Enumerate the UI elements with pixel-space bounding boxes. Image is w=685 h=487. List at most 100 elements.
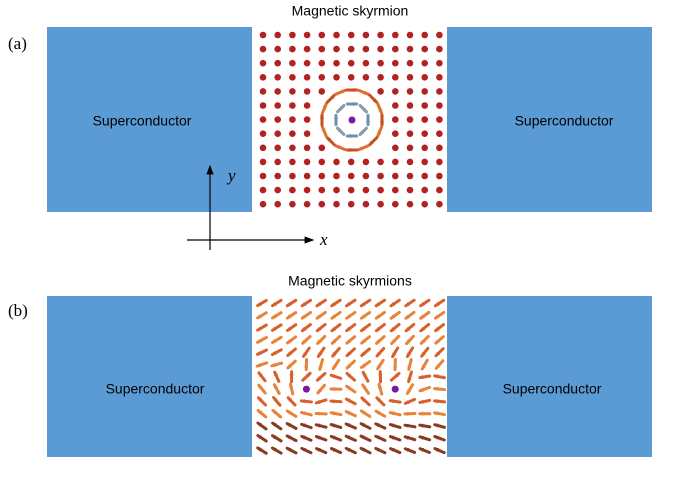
spin-dot	[260, 46, 267, 53]
spin-dot	[407, 102, 414, 109]
spin-dot	[421, 201, 428, 208]
spin-dot	[421, 74, 428, 81]
spin-dot	[377, 74, 384, 81]
spin-dot	[392, 46, 399, 53]
spin-dot	[333, 46, 340, 53]
spin-dot	[363, 74, 370, 81]
spin-dot	[319, 46, 326, 53]
block-label: Superconductor	[515, 113, 614, 129]
spin-dot	[363, 173, 370, 180]
spin-dot	[304, 46, 311, 53]
spin-dot	[392, 187, 399, 194]
spin-dot	[333, 74, 340, 81]
spin-lattice	[260, 32, 443, 208]
panel-title: Magnetic skyrmions	[288, 273, 412, 289]
spin-dot	[392, 74, 399, 81]
spin-dot	[274, 116, 281, 123]
spin-dot	[377, 187, 384, 194]
spin-dot	[377, 46, 384, 53]
spin-dot	[407, 88, 414, 95]
spin-dot	[260, 173, 267, 180]
spin-dot	[421, 173, 428, 180]
spin-dot	[304, 102, 311, 109]
spin-dot	[421, 116, 428, 123]
spin-dot	[348, 46, 355, 53]
spin-dot	[436, 130, 443, 137]
spin-dot	[319, 187, 326, 194]
skyrmion-core	[303, 386, 310, 393]
spin-dot	[260, 102, 267, 109]
panel-label: (b)	[8, 301, 28, 320]
spin-dot	[377, 32, 384, 39]
spin-dot	[436, 46, 443, 53]
spin-dot	[260, 74, 267, 81]
spin-dot	[407, 130, 414, 137]
spin-dot	[392, 116, 399, 123]
spin-dot	[421, 145, 428, 152]
spin-dot	[407, 46, 414, 53]
spin-dot	[289, 74, 296, 81]
spin-dot	[392, 60, 399, 67]
spin-dot	[407, 173, 414, 180]
spin-dot	[392, 130, 399, 137]
spin-dot	[289, 201, 296, 208]
spin-dot	[333, 201, 340, 208]
spin-dot	[407, 74, 414, 81]
spin-dot	[289, 187, 296, 194]
spin-dot	[333, 159, 340, 166]
spin-dot	[436, 88, 443, 95]
superconductor-block	[47, 296, 252, 457]
skyrmion-core	[349, 117, 356, 124]
spin-dot	[421, 102, 428, 109]
spin-dot	[348, 74, 355, 81]
spin-dot	[260, 116, 267, 123]
spin-dot	[392, 201, 399, 208]
spin-dot	[333, 32, 340, 39]
spin-dot	[260, 159, 267, 166]
spin-dot	[304, 173, 311, 180]
spin-dot	[319, 145, 326, 152]
spin-dot	[436, 60, 443, 67]
spin-dot	[421, 46, 428, 53]
spin-dot	[289, 130, 296, 137]
spin-dot	[392, 102, 399, 109]
spin-dot	[304, 201, 311, 208]
spin-dot	[377, 173, 384, 180]
panel-label: (a)	[8, 34, 27, 53]
spin-dot	[392, 173, 399, 180]
spin-dot	[304, 74, 311, 81]
spin-dot	[274, 145, 281, 152]
spin-dot	[407, 60, 414, 67]
spin-dot	[421, 159, 428, 166]
figure: (a) Magnetic skyrmion Superconductor Sup…	[0, 0, 685, 487]
spin-dot	[260, 145, 267, 152]
spin-dot	[260, 187, 267, 194]
spin-dot	[274, 187, 281, 194]
spin-dot	[289, 60, 296, 67]
axis-label: x	[319, 230, 328, 249]
spin-dot	[348, 159, 355, 166]
spin-dot	[436, 116, 443, 123]
spin-dot	[289, 173, 296, 180]
spin-dot	[436, 201, 443, 208]
spin-dot	[304, 88, 311, 95]
spin-dot	[260, 201, 267, 208]
spin-dot	[377, 159, 384, 166]
spin-dot	[407, 32, 414, 39]
spin-dot	[274, 130, 281, 137]
spin-dot	[274, 102, 281, 109]
spin-dot	[319, 74, 326, 81]
spin-dot	[392, 145, 399, 152]
spin-dot	[363, 159, 370, 166]
spin-dot	[392, 88, 399, 95]
spin-dot	[333, 60, 340, 67]
spin-dot	[348, 32, 355, 39]
spin-dot	[260, 88, 267, 95]
spin-dot	[436, 145, 443, 152]
spin-dot	[377, 60, 384, 67]
spin-dot	[304, 159, 311, 166]
block-label: Superconductor	[106, 381, 205, 397]
spin-dot	[363, 32, 370, 39]
spin-dot	[319, 201, 326, 208]
spin-dot	[407, 187, 414, 194]
